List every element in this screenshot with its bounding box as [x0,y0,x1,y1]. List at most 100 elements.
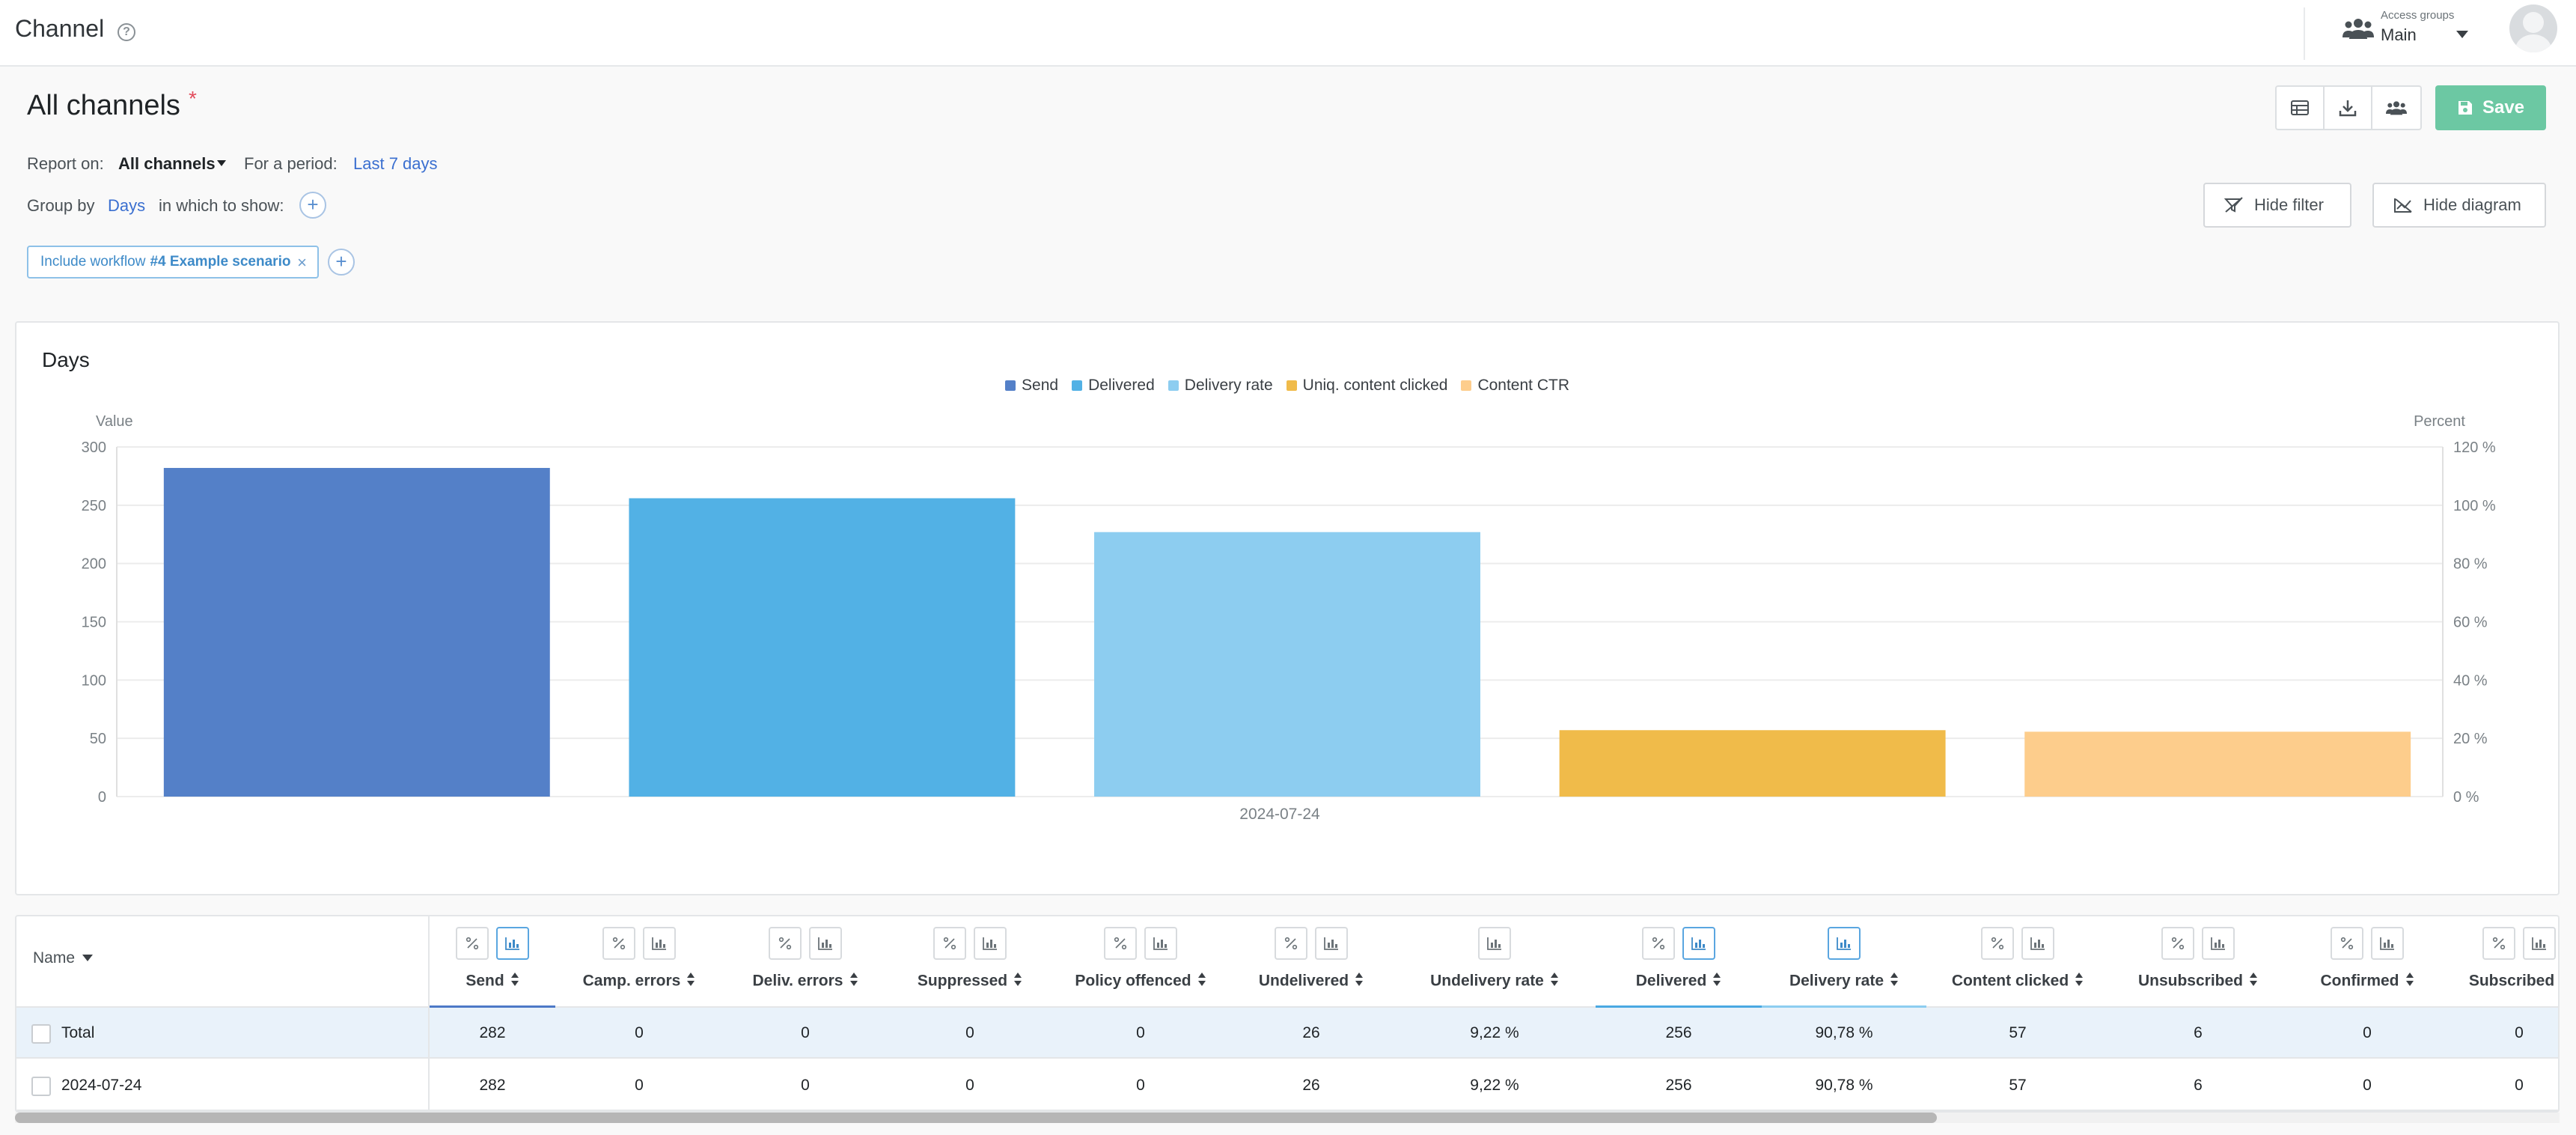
period-select[interactable]: Last 7 days [353,154,438,173]
percent-icon[interactable] [1981,927,2014,960]
column-header-label: Delivered [1596,972,1762,991]
column-header[interactable]: Confirmed [2287,916,2447,1008]
horizontal-scrollbar[interactable] [15,1113,2560,1123]
row-checkbox[interactable] [31,1024,51,1044]
scrollbar-thumb[interactable] [15,1113,1937,1123]
column-header-label: Confirmed [2287,972,2447,991]
share-button[interactable] [2372,87,2420,129]
sort-icon[interactable] [1890,972,1899,991]
hide-filter-button[interactable]: Hide filter [2203,183,2351,228]
chart-icon[interactable] [1144,927,1177,960]
sort-icon[interactable] [849,972,858,991]
access-groups-value[interactable]: Main [2381,25,2417,44]
percent-icon[interactable] [769,927,802,960]
chart-icon[interactable] [1682,927,1715,960]
legend-item[interactable]: Delivery rate [1168,377,1273,395]
table-view-button[interactable] [2277,87,2325,129]
chart-icon[interactable] [1315,927,1348,960]
sort-icon[interactable] [1355,972,1364,991]
group-by-select[interactable]: Days [108,196,146,215]
legend-item[interactable]: Content CTR [1461,377,1569,395]
chart-icon[interactable] [2371,927,2404,960]
legend-item[interactable]: Send [1005,377,1058,395]
add-filter-button[interactable]: + [328,249,355,276]
sort-icon[interactable] [1197,972,1206,991]
report-on-select[interactable]: All channels [118,154,216,173]
percent-icon[interactable] [1642,927,1675,960]
column-header[interactable]: Delivery rate [1762,916,1926,1009]
filter-chip[interactable]: Include workflow #4 Example scenario × [27,246,319,279]
table-row[interactable]: 2024-07-24 282 0 0 0 0 26 9,22 % 256 90,78 % 57 6 0… [16,1060,2558,1111]
percent-icon[interactable] [933,927,966,960]
chart-icon[interactable] [496,927,529,960]
chart-icon[interactable] [2523,927,2556,960]
bar[interactable] [163,468,550,797]
sort-icon[interactable] [1712,972,1721,991]
close-icon[interactable]: × [297,253,307,272]
hide-diagram-button[interactable]: Hide diagram [2372,183,2546,228]
sort-icon[interactable] [1550,972,1559,991]
column-header[interactable]: Content clicked [1926,916,2109,1008]
avatar[interactable] [2509,4,2557,52]
column-header[interactable]: Undelivery rate [1394,916,1596,1008]
column-header-actions [2109,927,2287,960]
column-header-label: Content clicked [1926,972,2109,991]
column-header[interactable]: Policy offenced [1052,916,1229,1008]
sort-icon[interactable] [2249,972,2258,991]
percent-icon[interactable] [2482,927,2515,960]
add-grouping-button[interactable]: + [299,192,326,219]
column-header[interactable]: Delivered [1596,916,1762,1009]
table-cell: 0 [2515,1077,2524,1094]
sort-icon[interactable] [510,972,519,991]
percent-icon[interactable] [1104,927,1137,960]
chart-icon[interactable] [809,927,842,960]
bar[interactable] [629,498,1016,797]
chart-off-icon [2394,198,2412,213]
bar[interactable] [1559,730,1946,797]
column-label-text: Policy offenced [1075,972,1191,990]
name-column-header[interactable]: Name [33,949,94,967]
caret-down-icon[interactable] [217,160,226,166]
sort-icon[interactable] [1013,972,1022,991]
column-header[interactable]: Undelivered [1229,916,1394,1008]
sort-icon[interactable] [2075,972,2084,991]
table-row[interactable]: Total 282 0 0 0 0 26 9,22 % 256 90,78 % 57 6 0 0 [16,1008,2558,1059]
sort-icon[interactable] [2405,972,2414,991]
chart-icon[interactable] [974,927,1007,960]
download-button[interactable] [2325,87,2372,129]
legend-item[interactable]: Uniq. content clicked [1286,377,1448,395]
help-icon[interactable]: ? [117,23,135,41]
percent-icon[interactable] [2331,927,2363,960]
chart-icon[interactable] [2202,927,2235,960]
legend-item[interactable]: Delivered [1072,377,1155,395]
bar[interactable] [2024,731,2411,797]
percent-icon[interactable] [1275,927,1307,960]
chart-icon[interactable] [2021,927,2054,960]
y-tick-label-right: 100 % [2453,498,2496,514]
y-tick-label-right: 0 % [2453,789,2479,806]
y-tick-label-right: 80 % [2453,556,2488,573]
column-header[interactable]: Suppressed [888,916,1052,1008]
percent-icon[interactable] [2161,927,2194,960]
column-header[interactable]: Subscribed [2447,916,2558,1008]
percent-icon[interactable] [602,927,635,960]
column-header[interactable]: Deliv. errors [723,916,888,1008]
sort-icon[interactable] [686,972,695,991]
percent-icon[interactable] [456,927,489,960]
column-header[interactable]: Send [430,916,555,1009]
bar[interactable] [1094,532,1480,797]
chart-icon[interactable] [1478,927,1511,960]
view-toolbar [2275,85,2422,130]
table-cell: 0 [1136,1077,1145,1094]
legend-label: Uniq. content clicked [1302,377,1448,394]
chart-icon[interactable] [643,927,676,960]
users-icon[interactable] [2342,16,2374,40]
row-checkbox[interactable] [31,1077,51,1096]
chevron-down-icon[interactable] [2456,31,2468,38]
filter-chip-prefix: Include workflow [40,254,146,270]
data-table: Name Send Camp. errors Deliv. errors Suppre… [15,915,2560,1113]
chart-icon[interactable] [1828,927,1861,960]
save-button[interactable]: Save [2435,85,2546,130]
column-header[interactable]: Unsubscribed [2109,916,2287,1008]
column-header[interactable]: Camp. errors [555,916,723,1008]
